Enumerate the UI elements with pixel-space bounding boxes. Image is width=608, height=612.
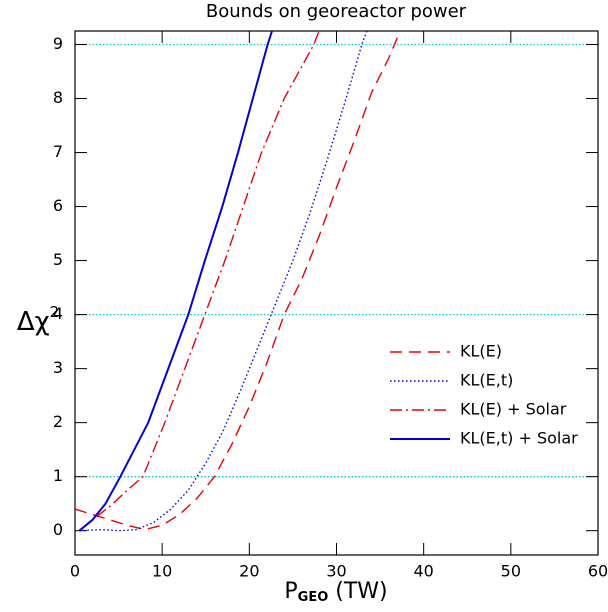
y-label-main: Δχ [17,307,50,337]
y-tick-label: 7 [53,142,63,161]
x-label-unit: (TW) [328,579,387,604]
x-tick-label: 0 [70,562,80,581]
y-label-sup: 2 [50,303,60,321]
x-tick-label: 60 [588,562,608,581]
x-tick-label: 30 [326,562,346,581]
y-tick-label: 2 [53,412,63,431]
y-axis-label: Δχ2 [17,303,59,337]
legend-label: KL(E) [460,342,502,361]
x-tick-label: 10 [152,562,172,581]
x-tick-label: 50 [501,562,521,581]
y-tick-label: 4 [53,304,63,323]
y-tick-label: 9 [53,34,63,53]
x-axis-label: PGEO (TW) [284,579,387,605]
series-line [78,31,320,532]
y-tick-label: 5 [53,250,63,269]
y-tick-label: 1 [53,466,63,485]
legend-label: KL(E,t) [460,371,513,390]
series-line [75,31,401,531]
y-tick-label: 8 [53,88,63,107]
x-tick-label: 20 [239,562,259,581]
series-line [78,31,273,532]
x-label-main: P [284,579,297,604]
y-tick-label: 3 [53,358,63,377]
x-label-sub: GEO [298,590,329,605]
plot-frame [74,30,599,556]
chart-title: Bounds on georeactor power [206,1,467,22]
legend-label: KL(E) + Solar [460,400,567,419]
y-tick-label: 0 [53,520,63,539]
y-tick-label: 6 [53,196,63,215]
x-tick-label: 40 [413,562,433,581]
series-line [79,31,368,532]
legend-label: KL(E,t) + Solar [460,429,578,448]
